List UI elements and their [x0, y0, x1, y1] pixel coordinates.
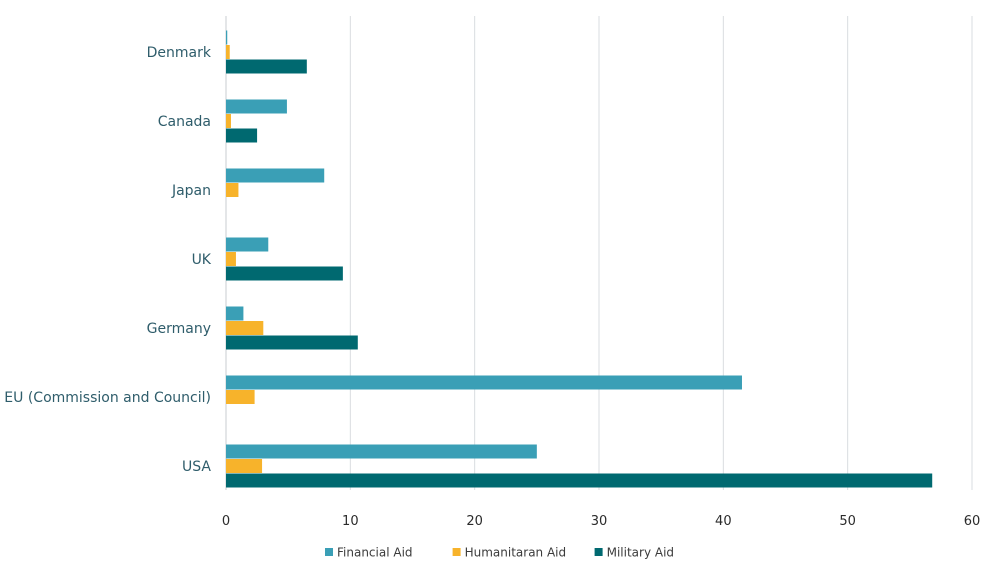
category-labels: Denmark Canada Japan UK Germany EU (Commissio…	[4, 45, 212, 475]
bar-humanitaran-aid-denmark	[226, 45, 230, 59]
bar-military-aid-germany	[226, 335, 358, 350]
category-label: USA	[182, 459, 211, 475]
category-label: Canada	[158, 114, 211, 130]
category-label: Japan	[171, 183, 211, 199]
x-tick-label: 50	[839, 514, 856, 529]
legend-swatch-military-aid	[594, 548, 603, 556]
x-tick-label: 0	[222, 514, 230, 529]
legend-label-financial-aid: Financial Aid	[337, 546, 413, 560]
bar-humanitaran-aid-canada	[226, 114, 231, 128]
bar-financial-aid-eu-commission-and-council	[226, 375, 742, 390]
bar-humanitaran-aid-usa	[226, 459, 263, 473]
bar-military-aid-denmark	[226, 59, 307, 74]
category-label: UK	[192, 252, 212, 268]
x-tick-label: 10	[342, 514, 359, 529]
category-label: Germany	[147, 321, 211, 337]
category-label: EU (Commission and Council)	[4, 390, 211, 406]
legend-label-humanitaran-aid: Humanitaran Aid	[465, 546, 567, 560]
bar-financial-aid-denmark	[226, 30, 228, 45]
bars	[226, 30, 933, 488]
legend-swatch-financial-aid	[325, 548, 333, 556]
grid-lines	[225, 16, 973, 490]
bar-financial-aid-germany	[226, 306, 244, 321]
x-tick-label: 30	[591, 514, 608, 529]
x-tick-label: 20	[466, 514, 483, 529]
bar-humanitaran-aid-eu-commission-and-council	[226, 390, 255, 404]
bar-military-aid-usa	[226, 473, 933, 488]
bar-financial-aid-japan	[226, 168, 325, 183]
bar-military-aid-uk	[226, 266, 343, 281]
bar-humanitaran-aid-japan	[226, 183, 239, 197]
x-tick-label: 60	[964, 514, 981, 529]
legend: Financial Aid Humanitaran Aid Military Aid	[325, 546, 674, 560]
bar-financial-aid-usa	[226, 444, 537, 459]
legend-swatch-humanitaran-aid	[452, 548, 461, 556]
bar-humanitaran-aid-germany	[226, 321, 264, 335]
category-label: Denmark	[147, 45, 212, 61]
bar-humanitaran-aid-uk	[226, 252, 236, 266]
bar-financial-aid-canada	[226, 99, 287, 114]
x-tick-labels: 0 10 20 30 40 50 60	[222, 514, 980, 529]
bar-military-aid-canada	[226, 128, 258, 143]
x-tick-label: 40	[715, 514, 732, 529]
legend-label-military-aid: Military Aid	[607, 546, 674, 560]
bar-financial-aid-uk	[226, 237, 269, 252]
